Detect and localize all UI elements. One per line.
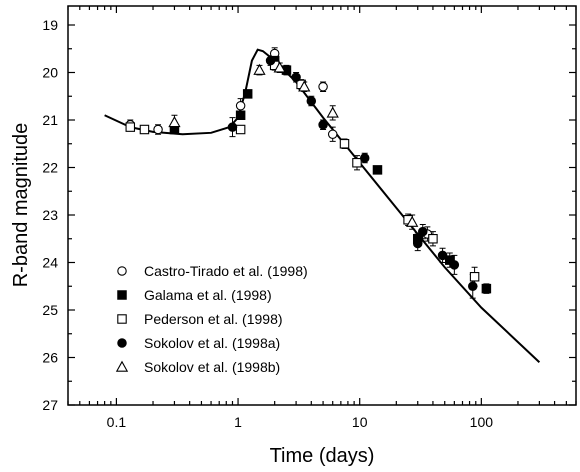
legend-label: Sokolov et al. (1998a) xyxy=(144,335,280,351)
data-point-series-3 xyxy=(352,158,362,168)
y-tick-label: 22 xyxy=(42,160,58,176)
y-tick-label: 26 xyxy=(42,350,58,366)
y-axis-title: R-band magnitude xyxy=(10,123,32,288)
legend: Castro-Tirado et al. (1998) Galama et al.… xyxy=(115,263,308,375)
legend-marker-1 xyxy=(117,266,127,276)
y-tick-label: 20 xyxy=(42,65,58,81)
y-tick-label: 24 xyxy=(42,255,58,271)
data-point-series-1 xyxy=(153,124,163,135)
data-point-series-5 xyxy=(253,63,266,75)
x-axis-title: Time (days) xyxy=(270,445,375,467)
y-tick-label: 27 xyxy=(42,397,58,413)
data-point-series-2 xyxy=(235,110,246,121)
data-point-series-5 xyxy=(273,61,286,73)
data-point-series-4 xyxy=(227,122,238,132)
data-point-series-2 xyxy=(372,165,383,175)
data-point-series-3 xyxy=(139,124,150,135)
legend-marker-5 xyxy=(115,360,129,372)
data-point-series-4 xyxy=(318,120,328,130)
error-bars xyxy=(127,47,490,299)
x-tick-label: 100 xyxy=(470,414,494,430)
data-point-series-5 xyxy=(406,215,419,227)
data-point-series-4 xyxy=(359,153,370,163)
data-point-series-4 xyxy=(468,281,478,291)
data-point-series-4 xyxy=(437,250,448,261)
axis-ticks xyxy=(67,6,577,406)
data-point-series-5 xyxy=(168,116,181,128)
data-point-series-1 xyxy=(327,129,338,140)
legend-marker-3 xyxy=(117,314,127,324)
legend-label: Sokolov et al. (1998b) xyxy=(144,359,280,375)
data-point-series-2 xyxy=(242,89,253,99)
data-point-series-2 xyxy=(481,283,492,294)
data-point-series-4 xyxy=(306,96,317,106)
x-tick-label: 10 xyxy=(352,414,368,430)
data-point-series-3 xyxy=(235,124,246,135)
legend-label: Galama et al. (1998) xyxy=(144,287,272,303)
data-markers xyxy=(125,48,492,294)
x-tick-label: 1 xyxy=(234,414,242,430)
plot-frame xyxy=(67,5,577,406)
legend-label: Pederson et al. (1998) xyxy=(144,311,283,327)
data-point-series-1 xyxy=(235,101,246,111)
data-point-series-3 xyxy=(339,139,350,149)
y-tick-labels: 19 20 21 22 23 24 25 26 27 xyxy=(42,17,58,413)
data-point-series-4 xyxy=(291,72,301,83)
data-point-series-4 xyxy=(418,226,428,237)
data-point-series-3 xyxy=(428,234,438,244)
y-tick-label: 19 xyxy=(42,17,58,33)
data-point-series-5 xyxy=(298,80,311,92)
legend-marker-2 xyxy=(117,290,127,300)
legend-label: Castro-Tirado et al. (1998) xyxy=(144,263,308,279)
y-tick-label: 21 xyxy=(42,112,58,128)
data-point-series-4 xyxy=(265,55,276,66)
data-point-series-3 xyxy=(469,271,480,282)
x-tick-label: 0.1 xyxy=(107,414,127,430)
data-point-series-1 xyxy=(318,82,328,92)
legend-marker-4 xyxy=(117,338,127,348)
y-tick-label: 25 xyxy=(42,302,58,318)
y-tick-label: 23 xyxy=(42,207,58,223)
x-tick-labels: 0.1 1 10 100 xyxy=(107,414,494,430)
data-point-series-3 xyxy=(125,122,136,132)
model-curve xyxy=(104,48,541,363)
data-point-series-5 xyxy=(326,106,339,118)
data-point-series-4 xyxy=(449,260,460,270)
data-point-series-4 xyxy=(412,238,423,249)
